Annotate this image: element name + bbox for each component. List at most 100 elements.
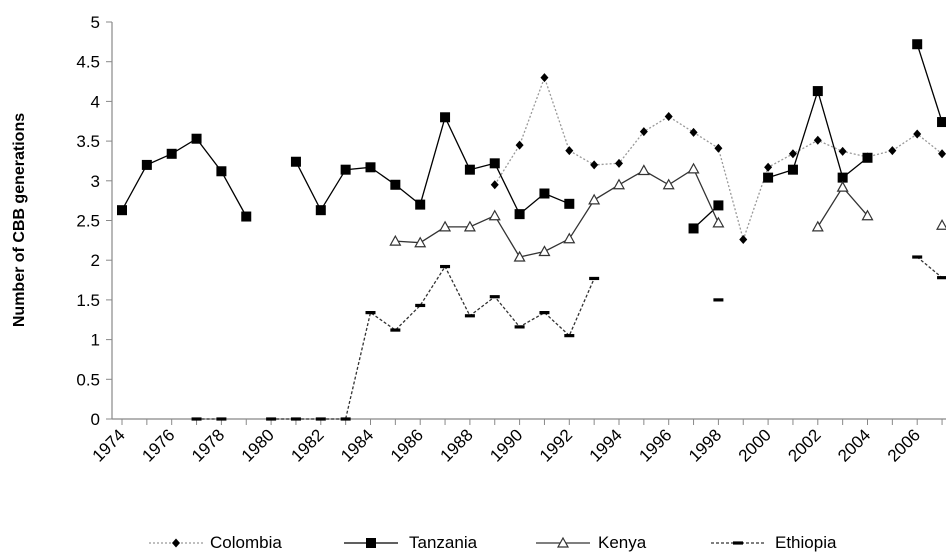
y-tick-label: 0.5 <box>76 370 100 389</box>
data-point-ethiopia <box>539 311 550 315</box>
data-point-ethiopia <box>564 334 575 338</box>
series-ethiopia <box>191 255 946 421</box>
data-point-colombia <box>739 235 748 245</box>
data-point-kenya <box>414 236 427 248</box>
legend-swatch-marker <box>733 541 743 545</box>
data-point-ethiopia <box>912 255 923 259</box>
data-point-kenya <box>637 164 650 176</box>
data-point-colombia <box>565 146 574 156</box>
data-point-kenya <box>687 162 700 174</box>
data-point-tanzania <box>241 211 252 222</box>
y-tick-label: 1.5 <box>76 291 100 310</box>
data-point-kenya <box>861 209 874 221</box>
y-tick-label: 3.5 <box>76 132 100 151</box>
series-line-tanzania <box>121 137 247 217</box>
series-line-ethiopia <box>271 265 595 420</box>
data-point-ethiopia <box>440 264 451 269</box>
data-point-kenya <box>488 209 501 221</box>
legend-label: Colombia <box>210 533 282 552</box>
data-point-kenya <box>389 234 402 246</box>
data-point-tanzania <box>365 162 376 173</box>
data-point-colombia <box>639 127 648 137</box>
legend-label: Tanzania <box>409 533 478 552</box>
data-point-colombia <box>888 146 897 156</box>
legend-swatch-marker <box>172 538 180 548</box>
x-tick-label: 1990 <box>486 425 526 465</box>
data-point-colombia <box>813 135 822 145</box>
x-tick-label: 2000 <box>735 425 775 465</box>
data-point-tanzania <box>117 205 127 216</box>
series-line-ethiopia <box>916 256 943 279</box>
x-tick-label: 1978 <box>188 425 228 465</box>
data-point-tanzania <box>763 172 774 183</box>
x-tick-label: 2004 <box>834 425 874 465</box>
data-point-ethiopia <box>315 417 326 421</box>
data-point-ethiopia <box>589 276 600 281</box>
series-line-tanzania <box>767 88 868 179</box>
data-point-tanzania <box>937 117 946 128</box>
data-point-tanzania <box>837 172 848 183</box>
series-line-tanzania <box>916 44 943 123</box>
y-tick-label: 4 <box>91 92 100 111</box>
y-axis-title: Number of CBB generations <box>11 113 28 327</box>
x-tick-label: 1986 <box>387 425 427 465</box>
data-point-colombia <box>615 158 623 168</box>
x-tick-label: 1976 <box>138 425 178 465</box>
data-point-kenya <box>836 180 849 192</box>
data-point-ethiopia <box>937 276 946 280</box>
x-tick-label: 1982 <box>287 425 327 465</box>
x-tick-label: 1974 <box>89 425 129 465</box>
data-point-tanzania <box>315 205 326 216</box>
y-tick-label: 2.5 <box>76 212 100 231</box>
data-point-tanzania <box>713 200 724 211</box>
x-ticks: 1974 1976 1978 1980 1982 1984 1986 1988 1990 1992… <box>89 419 943 466</box>
legend-label: Kenya <box>598 533 647 552</box>
legend-item-ethiopia: Ethiopia <box>711 533 837 552</box>
data-point-colombia <box>540 73 549 83</box>
data-point-tanzania <box>539 188 550 199</box>
axes <box>111 22 946 420</box>
series-line-colombia <box>494 75 943 242</box>
data-point-kenya <box>563 232 576 244</box>
data-point-tanzania <box>464 164 475 175</box>
data-point-tanzania <box>688 223 699 234</box>
x-tick-label: 1992 <box>536 425 576 465</box>
data-point-colombia <box>515 140 524 150</box>
data-point-kenya <box>936 219 946 230</box>
data-point-tanzania <box>141 159 152 170</box>
y-tick-label: 2 <box>91 251 100 270</box>
legend-label: Ethiopia <box>775 533 837 552</box>
data-point-kenya <box>662 178 675 190</box>
data-point-colombia <box>788 149 797 159</box>
legend-item-colombia: Colombia <box>149 533 282 552</box>
data-point-tanzania <box>390 179 401 190</box>
data-point-tanzania <box>191 133 202 144</box>
y-tick-label: 3 <box>91 172 100 191</box>
data-point-colombia <box>913 129 922 139</box>
x-tick-label: 2002 <box>784 425 824 465</box>
x-tick-label: 1984 <box>337 425 377 465</box>
data-point-ethiopia <box>191 417 202 421</box>
data-point-colombia <box>664 111 673 121</box>
y-tick-label: 1 <box>91 331 100 350</box>
legend-item-kenya: Kenya <box>536 533 647 552</box>
x-tick-label: 2006 <box>884 425 924 465</box>
series-kenya <box>389 162 946 262</box>
data-point-tanzania <box>440 112 451 123</box>
data-point-colombia <box>590 160 599 170</box>
y-tick-label: 4.5 <box>76 53 100 72</box>
data-point-ethiopia <box>514 325 525 329</box>
data-point-tanzania <box>812 86 823 97</box>
data-point-tanzania <box>290 156 301 167</box>
data-point-tanzania <box>787 164 798 175</box>
legend-item-tanzania: Tanzania <box>344 533 478 552</box>
data-point-tanzania <box>415 199 426 210</box>
y-ticks: 0 0.5 1 1.5 2 2.5 3 3.5 4 4.5 5 <box>76 13 112 429</box>
data-point-colombia <box>838 146 847 156</box>
data-point-ethiopia <box>489 295 500 299</box>
series-line-tanzania <box>295 115 570 216</box>
data-point-tanzania <box>514 209 525 220</box>
data-point-ethiopia <box>340 417 351 421</box>
series-tanzania <box>117 39 946 234</box>
